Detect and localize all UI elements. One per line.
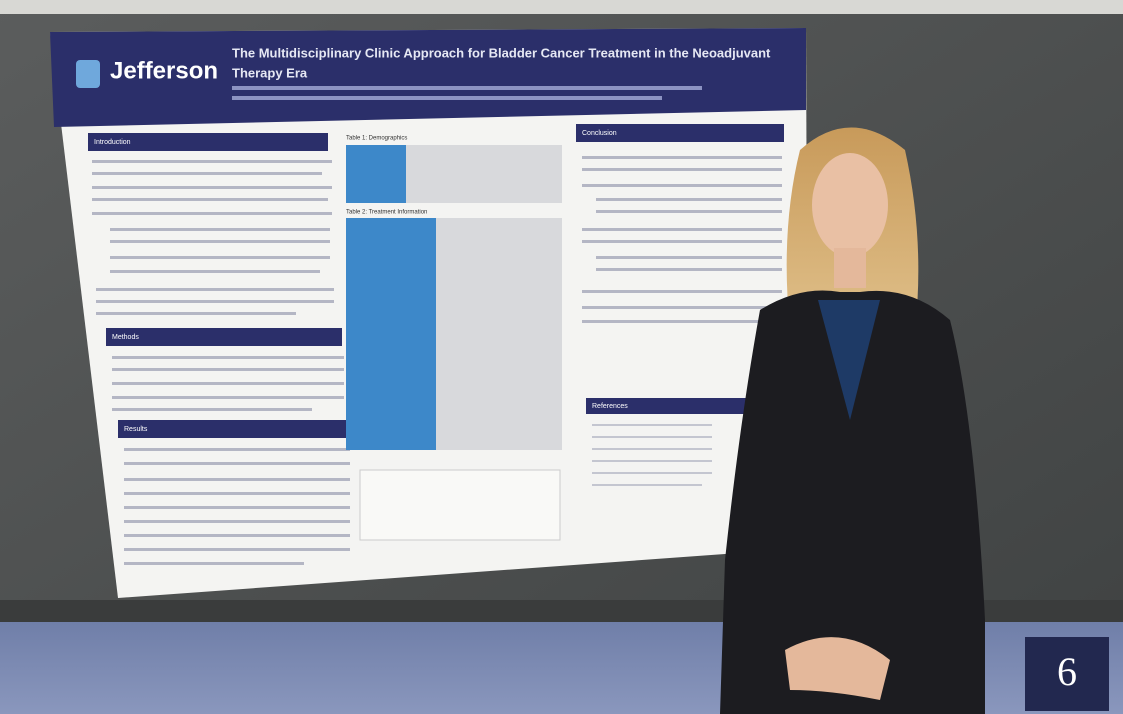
logo-icon (76, 60, 100, 88)
poster-title: The Multidisciplinary Clinic Approach fo… (232, 45, 771, 60)
table-title: Table 1: Demographics (346, 136, 407, 142)
authors (232, 96, 662, 100)
table-column (346, 218, 436, 450)
text-lines (582, 156, 782, 323)
section-title: Methods (112, 334, 139, 341)
text-lines (112, 356, 344, 411)
badge (1025, 637, 1109, 711)
jacket (720, 290, 985, 714)
text-lines (92, 160, 334, 315)
section-header (88, 133, 328, 151)
section-header (576, 124, 784, 142)
table-title: Table 2: Treatment Information (346, 210, 427, 216)
poster-title: Therapy Era (232, 65, 308, 80)
neck (834, 248, 866, 288)
logo: Jefferson (110, 57, 218, 84)
blouse (818, 300, 880, 420)
hands (785, 637, 890, 700)
section-title: References (592, 403, 628, 410)
authors (232, 86, 702, 90)
text-lines (592, 424, 712, 486)
section-header (106, 328, 342, 346)
table-column (346, 145, 406, 203)
section-title: Conclusion (582, 130, 617, 137)
poster-header (50, 28, 806, 127)
section-header (118, 420, 350, 438)
section-title: Results (124, 426, 148, 433)
section-header (586, 398, 766, 414)
ceiling (0, 0, 1123, 14)
text-lines (124, 448, 350, 565)
face (812, 153, 888, 257)
figure (359, 469, 561, 541)
section-title: Introduction (94, 139, 131, 146)
badge-number: 6 (1057, 649, 1077, 694)
